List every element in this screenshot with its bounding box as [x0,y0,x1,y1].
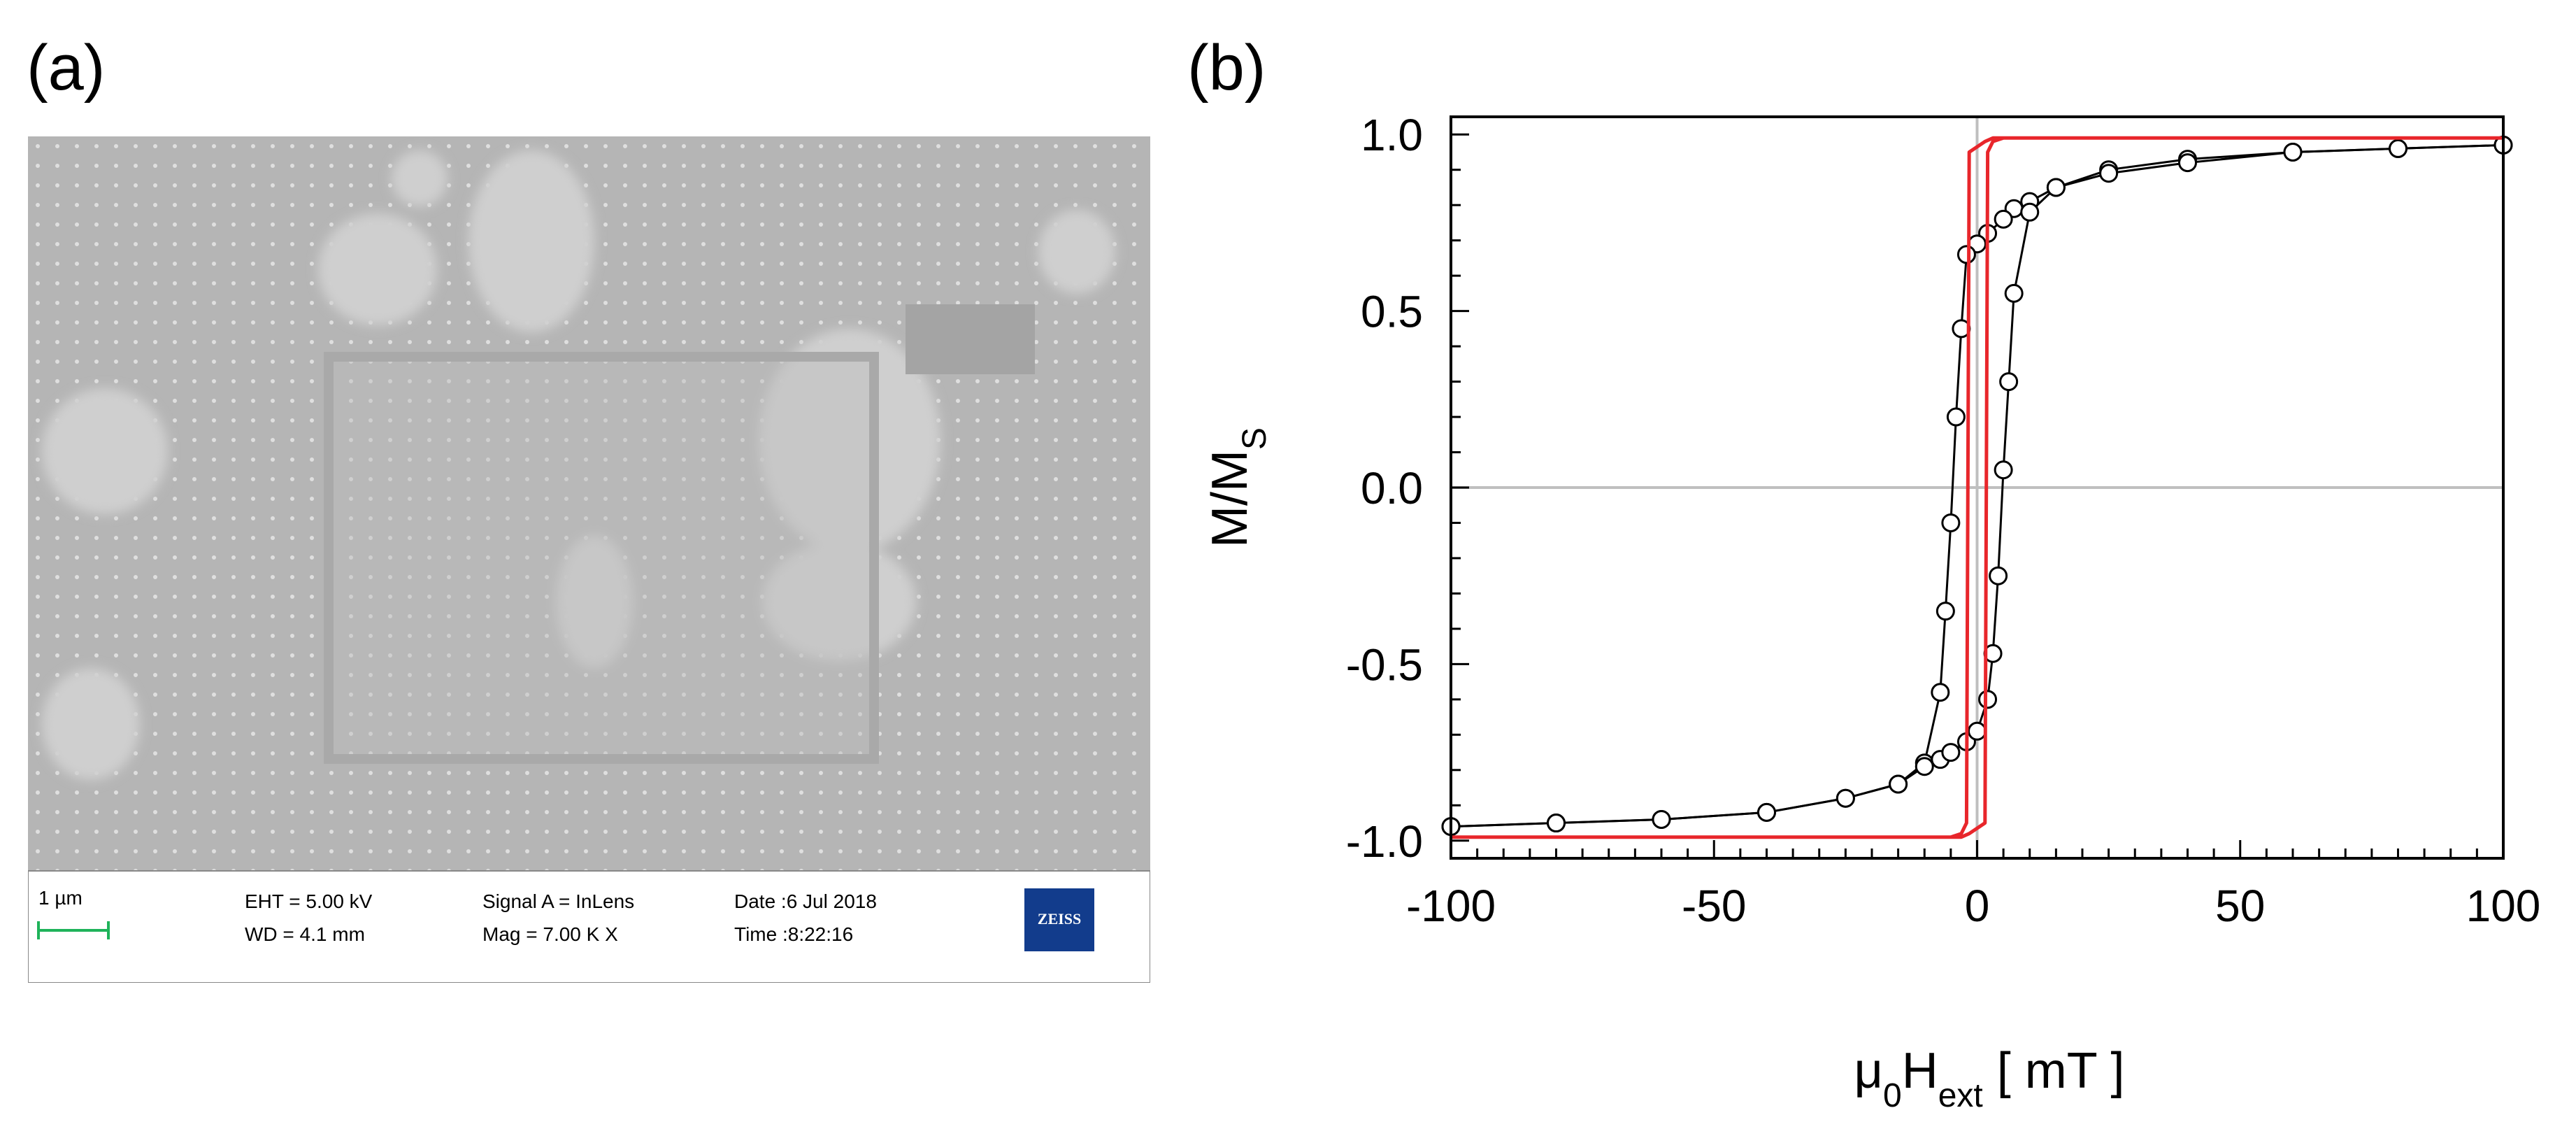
data-point [1941,513,1961,532]
data-point [1978,690,1998,709]
wd-value: WD = 4.1 mm [245,923,365,945]
x-tick-label: -100 [1406,881,1496,931]
sem-micrograph: 1 µm EHT = 5.00 kV WD = 4.1 mm Signal A … [28,136,1150,983]
data-point [1994,460,2013,480]
sem-dark-frame [324,352,879,764]
x-tick-label: 100 [2466,881,2541,931]
x-tick-label: 50 [2215,881,2265,931]
data-point [1915,757,1934,776]
x-axis-label: μ0Hext [ mT ] [1854,1043,2125,1114]
y-tick-label: -0.5 [1346,639,1423,690]
data-point [1935,602,1955,621]
signal-value: Signal A = InLens [482,890,634,912]
y-tick-label: 0.0 [1361,463,1423,513]
data-point [1968,721,1987,741]
data-point [1889,774,1908,794]
y-axis-label: M/MS [1202,427,1273,548]
panel-a-label: (a) [27,32,106,104]
y-tick-label: 1.0 [1361,110,1423,160]
scale-bar-label: 1 µm [38,887,83,909]
eht-value: EHT = 5.00 kV [245,890,373,912]
data-point [1956,245,1976,264]
y-tick-label: 0.5 [1361,287,1423,337]
y-tick-label: -1.0 [1346,816,1423,867]
data-point [2099,164,2119,183]
data-point [1836,788,1855,808]
data-point [2004,283,2024,303]
x-tick-label: -50 [1682,881,1747,931]
data-point [1547,814,1566,833]
data-point [1931,683,1950,702]
zeiss-logo-text: ZEISS [1038,910,1081,928]
data-point [1989,566,2008,585]
data-point [2283,142,2303,162]
series-layer [1441,135,2513,839]
data-point [1652,809,1671,829]
data-point [2389,139,2407,158]
sem-marker-square [906,304,1035,374]
x-tick-label: 0 [1965,881,1990,931]
sem-flakes [42,150,1115,780]
mag-value: Mag = 7.00 K X [482,923,618,945]
y-ticks: -1.0 -0.5 0.0 0.5 1.0 [1346,110,1469,867]
date-value: Date :6 Jul 2018 [734,890,877,912]
x-ticks: -100 -50 0 50 100 [1406,840,2540,931]
sem-scan-window [329,357,874,759]
data-point [1999,372,2019,392]
measured-branch-line [1450,143,2504,828]
data-point [2020,202,2040,222]
data-point [1946,407,1966,427]
data-point [2178,153,2197,173]
time-value: Time :8:22:16 [734,923,853,945]
data-point [1941,743,1961,762]
zeiss-logo [1024,888,1094,951]
panel-b-label: (b) [1187,32,1266,104]
sem-info-bar: 1 µm EHT = 5.00 kV WD = 4.1 mm Signal A … [28,870,1150,983]
data-point [1994,209,2013,229]
data-point [2046,178,2066,197]
zero-lines [1451,117,2503,858]
data-point [1757,802,1776,822]
